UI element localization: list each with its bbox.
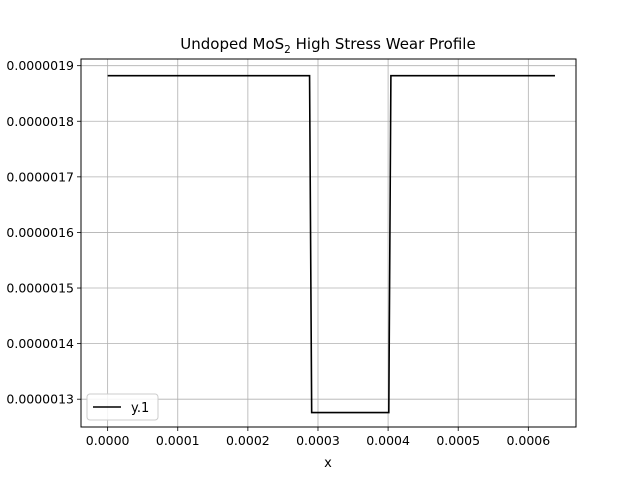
x-axis-label: x bbox=[324, 456, 332, 471]
legend-label: y.1 bbox=[131, 401, 149, 416]
legend: y.1 bbox=[86, 393, 159, 421]
x-tick-label: 0.0002 bbox=[226, 433, 270, 448]
y-tick-label: 0.0000014 bbox=[6, 336, 74, 351]
series-line bbox=[107, 74, 555, 414]
x-tick-label: 0.0005 bbox=[436, 433, 480, 448]
x-tick-label: 0.0003 bbox=[296, 433, 340, 448]
x-tick-label: 0.0004 bbox=[366, 433, 410, 448]
ticks: 0.0000 0.0001 0.0002 0.0003 0.0004 0.0005 0.00… bbox=[6, 58, 550, 448]
y-tick-label: 0.0000013 bbox=[6, 392, 74, 407]
chart-title: Undoped MoS2 High Stress Wear Profile bbox=[180, 35, 475, 56]
y-tick-label: 0.0000015 bbox=[6, 281, 74, 296]
x-tick-label: 0.0000 bbox=[86, 433, 130, 448]
x-tick-label: 0.0006 bbox=[506, 433, 550, 448]
grid bbox=[81, 59, 576, 427]
series-layer bbox=[107, 74, 556, 414]
legend-box bbox=[86, 393, 159, 421]
plot-frame bbox=[80, 58, 577, 428]
y-tick-label: 0.0000016 bbox=[6, 225, 74, 240]
y-tick-label: 0.0000019 bbox=[6, 58, 74, 73]
y-tick-label: 0.0000017 bbox=[6, 169, 74, 184]
x-tick-label: 0.0001 bbox=[156, 433, 200, 448]
y-tick-label: 0.0000018 bbox=[6, 114, 74, 129]
